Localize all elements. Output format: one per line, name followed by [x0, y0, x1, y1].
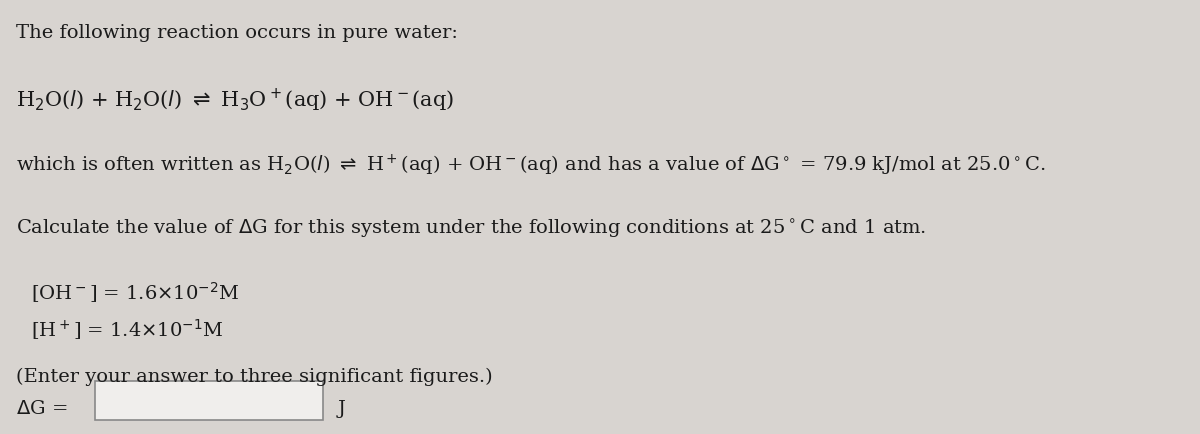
Text: [OH$^-$] = 1.6$\times$10$^{-2}$M: [OH$^-$] = 1.6$\times$10$^{-2}$M — [31, 280, 240, 305]
Text: H$_2$O($l$) + H$_2$O($l$) $\rightleftharpoons$ H$_3$O$^+$(aq) + OH$^-$(aq): H$_2$O($l$) + H$_2$O($l$) $\rightlefthar… — [16, 87, 454, 114]
FancyBboxPatch shape — [95, 381, 323, 420]
Text: J: J — [337, 400, 346, 418]
Text: $\Delta$G =: $\Delta$G = — [16, 400, 67, 418]
Text: The following reaction occurs in pure water:: The following reaction occurs in pure wa… — [16, 24, 457, 42]
Text: (Enter your answer to three significant figures.): (Enter your answer to three significant … — [16, 367, 492, 385]
Text: Calculate the value of $\Delta$G for this system under the following conditions : Calculate the value of $\Delta$G for thi… — [16, 217, 926, 240]
Text: which is often written as H$_2$O($l$) $\rightleftharpoons$ H$^+$(aq) + OH$^-$(aq: which is often written as H$_2$O($l$) $\… — [16, 153, 1045, 178]
Text: [H$^+$] = 1.4$\times$10$^{-1}$M: [H$^+$] = 1.4$\times$10$^{-1}$M — [31, 317, 223, 342]
